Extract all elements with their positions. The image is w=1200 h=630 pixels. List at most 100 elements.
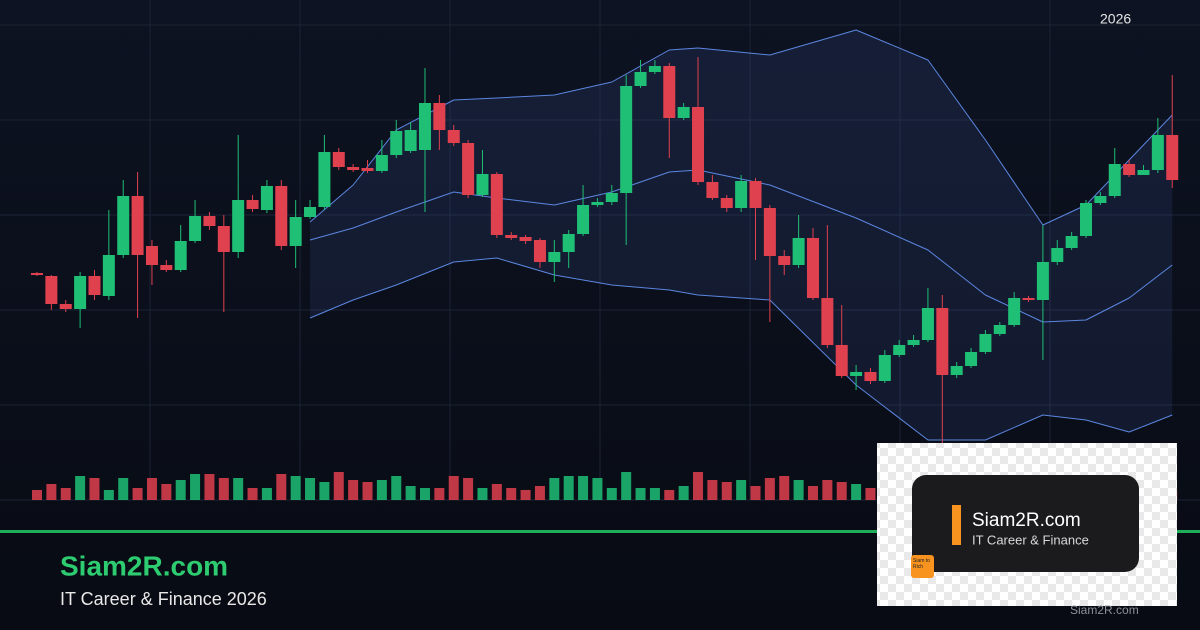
volume-bar [477, 488, 488, 500]
candle-body [878, 355, 891, 381]
candle-body [318, 152, 331, 207]
candle-body [1065, 236, 1078, 248]
volume-bar [621, 472, 632, 500]
volume-bar [146, 478, 157, 500]
volume-bar [161, 484, 172, 500]
candle-body [102, 255, 115, 296]
volume-bar [233, 478, 244, 500]
candle-body [505, 235, 518, 238]
candle-body [605, 193, 618, 202]
volume-bar [592, 478, 603, 500]
volume-bar [290, 476, 301, 500]
divider [0, 530, 1200, 533]
volume-bar [305, 478, 316, 500]
candle-body [462, 143, 475, 195]
volume-bar [175, 480, 186, 500]
candle-body [1094, 196, 1107, 203]
candle-body [1151, 135, 1164, 170]
volume-bar [506, 488, 517, 500]
volume-bar [721, 482, 732, 500]
volume-bar [132, 488, 143, 500]
candle-body [1166, 135, 1179, 180]
volume-bar [218, 478, 229, 500]
logo-card [912, 475, 1139, 572]
volume-bar [89, 478, 100, 500]
candle-body [634, 72, 647, 86]
candle-body [275, 186, 288, 246]
candle-body [763, 208, 776, 256]
volume-bar [779, 476, 790, 500]
candle-body [533, 240, 546, 262]
candle-body [74, 276, 87, 309]
volume-bar [190, 474, 201, 500]
candle-body [1051, 248, 1064, 262]
volume-bar [851, 484, 862, 500]
candle-body [1022, 298, 1035, 300]
band-fill [310, 30, 1173, 440]
candle-body [778, 256, 791, 265]
candle-body [260, 186, 273, 210]
candle-body [347, 167, 360, 170]
plot [31, 29, 1179, 500]
band-lower [309, 257, 1173, 441]
candle-body [332, 152, 345, 167]
candle-body [246, 200, 259, 209]
candle-body [375, 155, 388, 171]
candle-body [749, 181, 762, 208]
candle-body [562, 234, 575, 252]
footer: Siam2R.com [1070, 603, 1139, 617]
volume-bar [635, 488, 646, 500]
volume-bar [736, 480, 747, 500]
candle-body [390, 131, 403, 155]
volume-bar [807, 486, 818, 500]
volume-bar [649, 488, 660, 500]
candle-body [648, 66, 661, 72]
candle-body [131, 196, 144, 255]
grid [0, 0, 1200, 501]
volume-bar [376, 480, 387, 500]
candle-body [907, 340, 920, 345]
volume-bar [678, 486, 689, 500]
logo-title: Siam2R.com [972, 510, 1081, 531]
candle-body [806, 238, 819, 298]
logo-accent [952, 505, 961, 545]
candle-body [663, 66, 676, 118]
candle-body [893, 345, 906, 355]
year-label: 2026 [1100, 11, 1131, 27]
volume-bar [664, 490, 675, 500]
candle-body [936, 308, 949, 375]
volume-bar [247, 488, 258, 500]
volume-bar [276, 474, 287, 500]
volume-bar [60, 488, 71, 500]
candle-body [88, 276, 101, 295]
candle-body [864, 372, 877, 381]
candle-body [591, 202, 604, 205]
candle-body [993, 325, 1006, 334]
candle-body [31, 273, 43, 275]
candle-body [850, 372, 863, 376]
volume-bar [534, 486, 545, 500]
volume-bar [333, 472, 344, 500]
volume-bar [491, 484, 502, 500]
candle-body [145, 246, 158, 265]
candle-body [965, 352, 978, 366]
candle-body [160, 265, 173, 270]
volume-bar [405, 486, 416, 500]
candle-body [519, 237, 532, 241]
candle-body [361, 168, 374, 171]
candle-body [59, 304, 72, 309]
volume-bar [836, 482, 847, 500]
candle-body [835, 345, 848, 376]
volume-bar [46, 484, 57, 500]
candle-body [950, 366, 963, 375]
candle-body [735, 181, 748, 208]
candle-body [203, 216, 216, 226]
candle-body [1137, 170, 1150, 175]
volume-bar [578, 476, 589, 500]
brand-subtitle: IT Career & Finance 2026 [60, 589, 267, 609]
volume-bar [750, 486, 761, 500]
candle-body [404, 130, 417, 151]
volume-bar [103, 490, 114, 500]
logo-badge-box: Siam to Rich [913, 558, 930, 570]
